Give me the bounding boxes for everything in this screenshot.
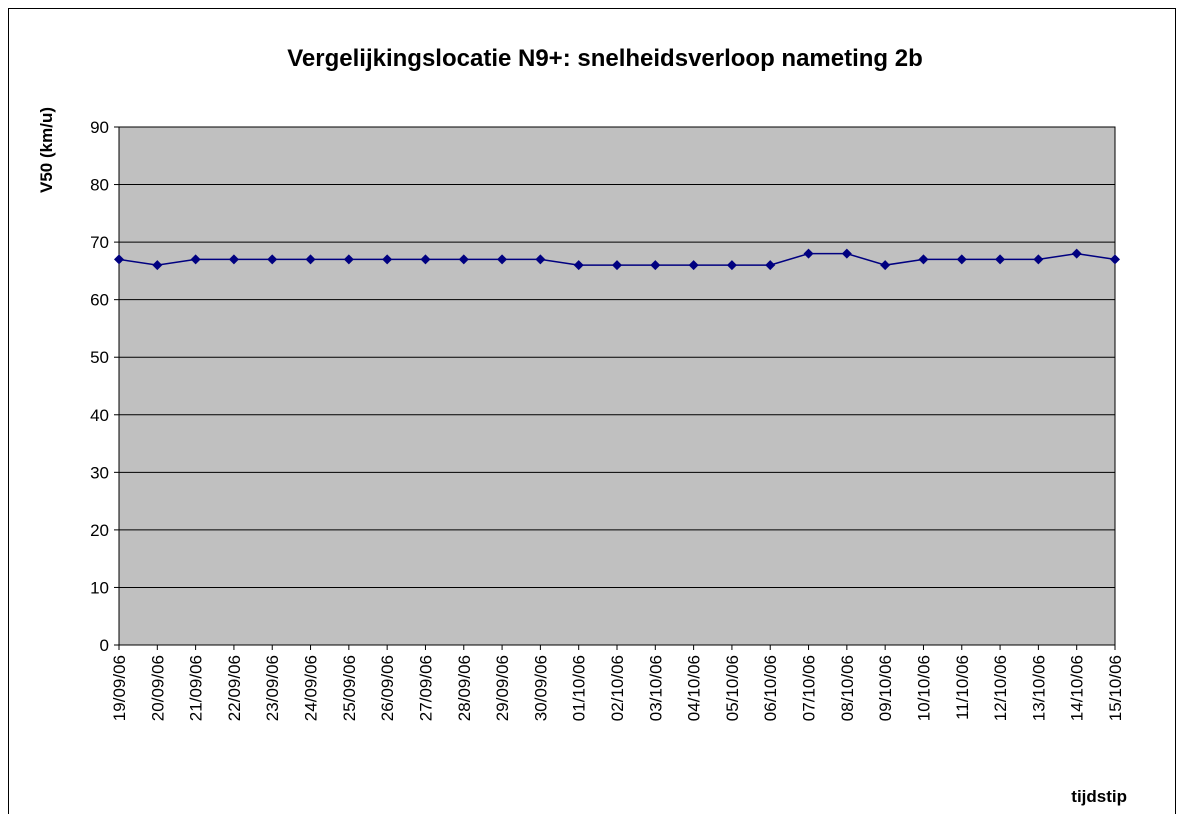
data-point (1033, 254, 1044, 265)
x-tick-label: 14/10/06 (1068, 655, 1087, 721)
x-tick-label: 19/09/06 (110, 655, 129, 721)
data-point (841, 248, 852, 259)
plot-area (119, 127, 1115, 645)
y-tick-label: 0 (100, 636, 109, 655)
x-tick-label: 06/10/06 (761, 655, 780, 721)
data-point (420, 254, 431, 265)
data-point (688, 260, 699, 271)
x-tick-label: 02/10/06 (608, 655, 627, 721)
data-point (305, 254, 316, 265)
x-tick-label: 21/09/06 (187, 655, 206, 721)
x-tick-label: 15/10/06 (1106, 655, 1125, 721)
data-point (152, 260, 163, 271)
x-tick-label: 07/10/06 (800, 655, 819, 721)
x-tick-label: 27/09/06 (416, 655, 435, 721)
y-tick-label: 80 (90, 176, 109, 195)
x-tick-label: 09/10/06 (876, 655, 895, 721)
data-point (190, 254, 201, 265)
data-point (880, 260, 891, 271)
data-point (650, 260, 661, 271)
data-point (267, 254, 278, 265)
data-point (612, 260, 622, 271)
data-point (803, 248, 814, 259)
data-point (726, 260, 737, 271)
x-tick-label: 01/10/06 (570, 655, 589, 721)
x-tick-label: 10/10/06 (914, 655, 933, 721)
y-tick-label: 10 (90, 578, 109, 597)
x-tick-label: 03/10/06 (646, 655, 665, 721)
data-point (114, 254, 124, 265)
x-tick-label: 29/09/06 (493, 655, 512, 721)
x-tick-label: 04/10/06 (685, 655, 704, 721)
y-tick-label: 50 (90, 348, 109, 367)
data-point (343, 254, 354, 265)
x-tick-label: 20/09/06 (148, 655, 167, 721)
data-point (497, 254, 508, 265)
x-tick-label: 24/09/06 (302, 655, 321, 721)
data-point (535, 254, 546, 265)
x-tick-label: 22/09/06 (225, 655, 244, 721)
data-point (918, 254, 929, 265)
data-point (573, 260, 584, 271)
data-point (228, 254, 239, 265)
x-axis-label: tijdstip (1071, 787, 1127, 806)
x-tick-label: 23/09/06 (263, 655, 282, 721)
x-tick-label: 30/09/06 (531, 655, 550, 721)
x-tick-label: 13/10/06 (1029, 655, 1048, 721)
x-tick-label: 25/09/06 (340, 655, 359, 721)
x-tick-label: 26/09/06 (378, 655, 397, 721)
data-point (382, 254, 393, 265)
data-point (458, 254, 469, 265)
data-point (1071, 248, 1082, 259)
y-tick-label: 90 (90, 118, 109, 137)
y-tick-label: 30 (90, 463, 109, 482)
y-tick-label: 60 (90, 291, 109, 310)
data-point (1110, 254, 1120, 265)
x-tick-label: 08/10/06 (838, 655, 857, 721)
y-axis-label: V50 (km/u) (37, 107, 56, 193)
chart-title: Vergelijkingslocatie N9+: snelheidsverlo… (287, 45, 923, 72)
x-tick-label: 05/10/06 (723, 655, 742, 721)
y-tick-label: 20 (90, 521, 109, 540)
y-tick-label: 70 (90, 233, 109, 252)
x-tick-label: 11/10/06 (953, 655, 972, 720)
data-point (995, 254, 1006, 265)
data-point (956, 254, 967, 265)
x-tick-label: 28/09/06 (455, 655, 474, 721)
data-point (765, 260, 776, 271)
y-tick-label: 40 (90, 406, 109, 425)
x-tick-label: 12/10/06 (991, 655, 1010, 721)
